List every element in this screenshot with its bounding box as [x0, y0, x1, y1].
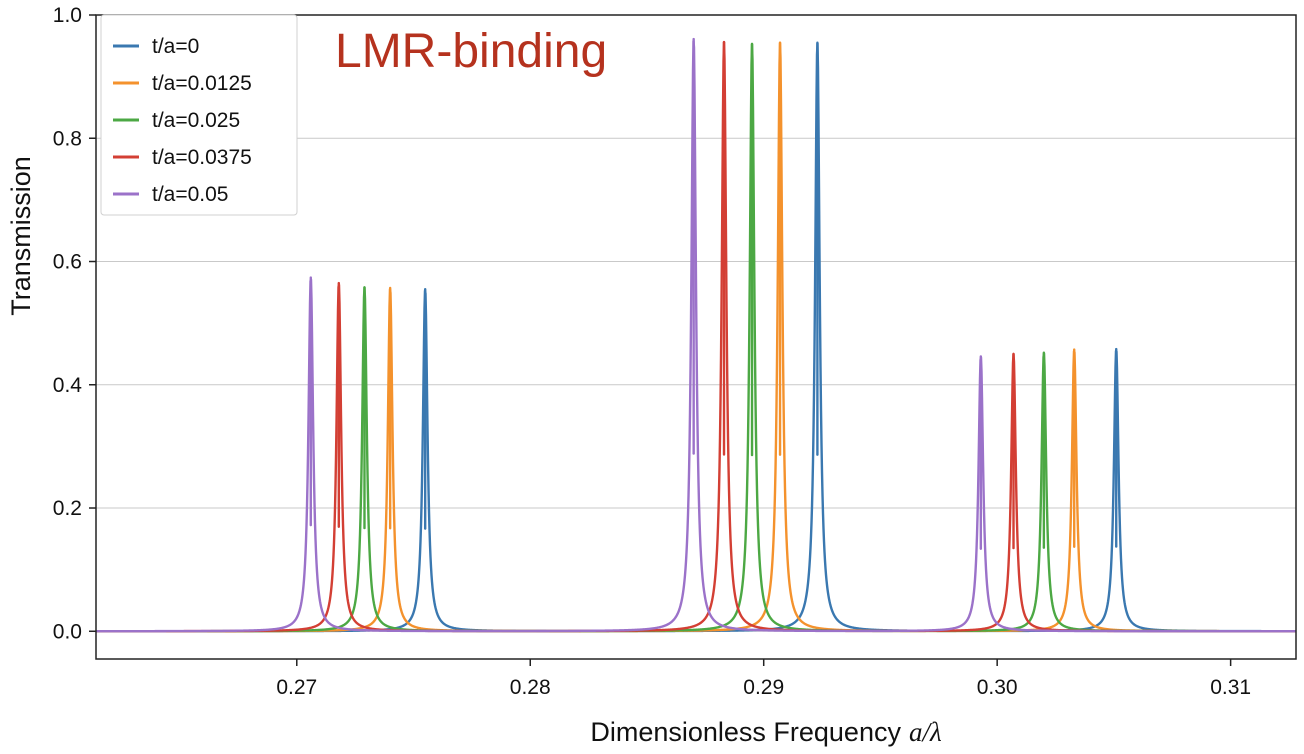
x-tick-label: 0.30: [977, 676, 1018, 699]
legend-label: t/a=0.0375: [152, 146, 252, 169]
legend-label: t/a=0.05: [152, 183, 228, 206]
y-tick-label: 0.0: [53, 620, 82, 643]
legend-label: t/a=0.0125: [152, 72, 252, 95]
series-lines: [95, 37, 1297, 633]
y-tick-label: 0.6: [53, 251, 82, 274]
plot-frame: [95, 14, 1297, 660]
legend-label: t/a=0.025: [152, 109, 240, 132]
x-tick-label: 0.31: [1210, 676, 1251, 699]
x-axis-label-math: a/λ: [909, 717, 942, 747]
x-tick-label: 0.28: [510, 676, 551, 699]
legend-box: [100, 14, 298, 216]
x-axis-label-text: Dimensionless Frequency: [590, 717, 901, 747]
x-tick-label: 0.29: [743, 676, 784, 699]
y-tick-label: 0.2: [53, 497, 82, 520]
legend-label: t/a=0: [152, 35, 199, 58]
y-tick-label: 0.4: [53, 374, 83, 397]
axis-ticks: 0.27 0.28 0.29 0.30 0.31 0.0 0.2 0.4 0.6 0.8 1.0: [53, 4, 1251, 699]
x-tick-label: 0.27: [276, 676, 317, 699]
y-axis-label: Transmission: [6, 156, 36, 316]
annotation-label: LMR-binding: [335, 25, 607, 78]
series-line-4: [95, 39, 1297, 633]
y-tick-label: 1.0: [53, 4, 82, 27]
x-axis-label: Dimensionless Frequency a/λ: [590, 717, 942, 747]
y-tick-label: 0.8: [53, 127, 82, 150]
legend: t/a=0 t/a=0.0125 t/a=0.025 t/a=0.0375 t/a=0.…: [100, 14, 298, 216]
